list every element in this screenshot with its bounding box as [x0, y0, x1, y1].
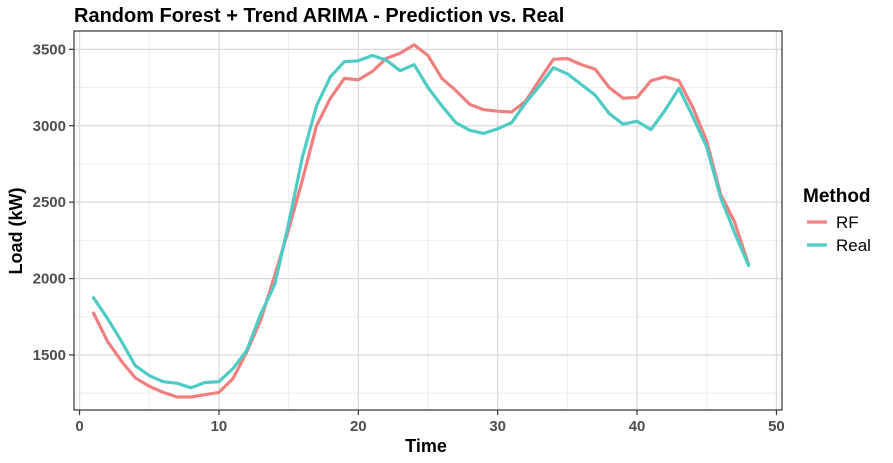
y-tick-label: 1500 [33, 347, 66, 364]
y-tick-label: 3500 [33, 41, 66, 58]
x-tick-label: 20 [350, 418, 367, 435]
legend-label-real: Real [836, 236, 871, 255]
x-axis-title: Time [405, 436, 447, 456]
legend-label-rf: RF [836, 213, 859, 232]
x-tick-label: 10 [211, 418, 228, 435]
y-axis-title: Load (kW) [6, 188, 26, 275]
x-tick-label: 0 [75, 418, 83, 435]
x-tick-label: 40 [629, 418, 646, 435]
series-line-rf [91, 43, 751, 399]
x-tick-label: 50 [768, 418, 785, 435]
y-tick-label: 2500 [33, 194, 66, 211]
plot-panel: 0 10 20 30 40 50 1500 2000 2500 3000 3500 [33, 30, 785, 435]
chart-title: Random Forest + Trend ARIMA - Prediction… [74, 5, 564, 27]
y-tick-label: 3000 [33, 118, 66, 135]
legend-title: Method [803, 186, 871, 207]
x-tick-label: 30 [489, 418, 506, 435]
legend: Method RF Real [803, 186, 871, 255]
panel-border [73, 30, 783, 411]
series-line-real [91, 53, 751, 390]
y-tick-label: 2000 [33, 271, 66, 288]
